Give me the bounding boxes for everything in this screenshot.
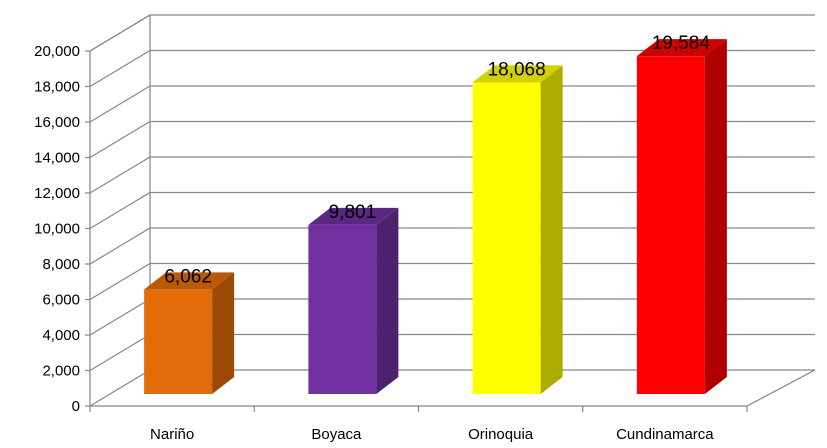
top-depth-edge xyxy=(89,14,151,52)
data-label: 9,801 xyxy=(329,202,377,223)
y-tick-label: 4,000 xyxy=(42,327,80,344)
bar-top xyxy=(144,272,235,290)
y-tick-label: 16,000 xyxy=(34,114,80,131)
x-tick-label: Nariño xyxy=(150,426,194,443)
y-tick-label: 6,000 xyxy=(42,292,80,309)
bar xyxy=(636,56,705,395)
y-tick-label: 0 xyxy=(72,398,80,415)
y-tick-label: 8,000 xyxy=(42,256,80,273)
bar-side xyxy=(376,207,399,394)
bar-side xyxy=(540,65,563,395)
x-tick-label: Orinoquia xyxy=(468,426,534,443)
x-tick-label: Boyaca xyxy=(311,426,362,443)
bar-side xyxy=(212,272,235,394)
bar-top xyxy=(472,65,563,83)
bar-top xyxy=(308,207,399,225)
y-tick-label: 14,000 xyxy=(34,150,80,167)
y-tick-label: 12,000 xyxy=(34,185,80,202)
y-tick-label: 20,000 xyxy=(34,43,80,60)
bar-side xyxy=(704,39,727,395)
data-label: 18,068 xyxy=(488,59,546,80)
data-label: 6,062 xyxy=(164,266,212,287)
y-tick-label: 10,000 xyxy=(34,221,80,238)
x-tick-label: Cundinamarca xyxy=(616,426,714,443)
data-label: 19,584 xyxy=(652,33,711,54)
y-tick-label: 18,000 xyxy=(34,79,80,96)
bar xyxy=(308,224,377,394)
bar xyxy=(472,82,541,395)
floor-right-edge xyxy=(746,369,816,407)
bar-top xyxy=(636,39,727,57)
y-tick-label: 2,000 xyxy=(42,363,80,380)
bar xyxy=(144,289,213,394)
